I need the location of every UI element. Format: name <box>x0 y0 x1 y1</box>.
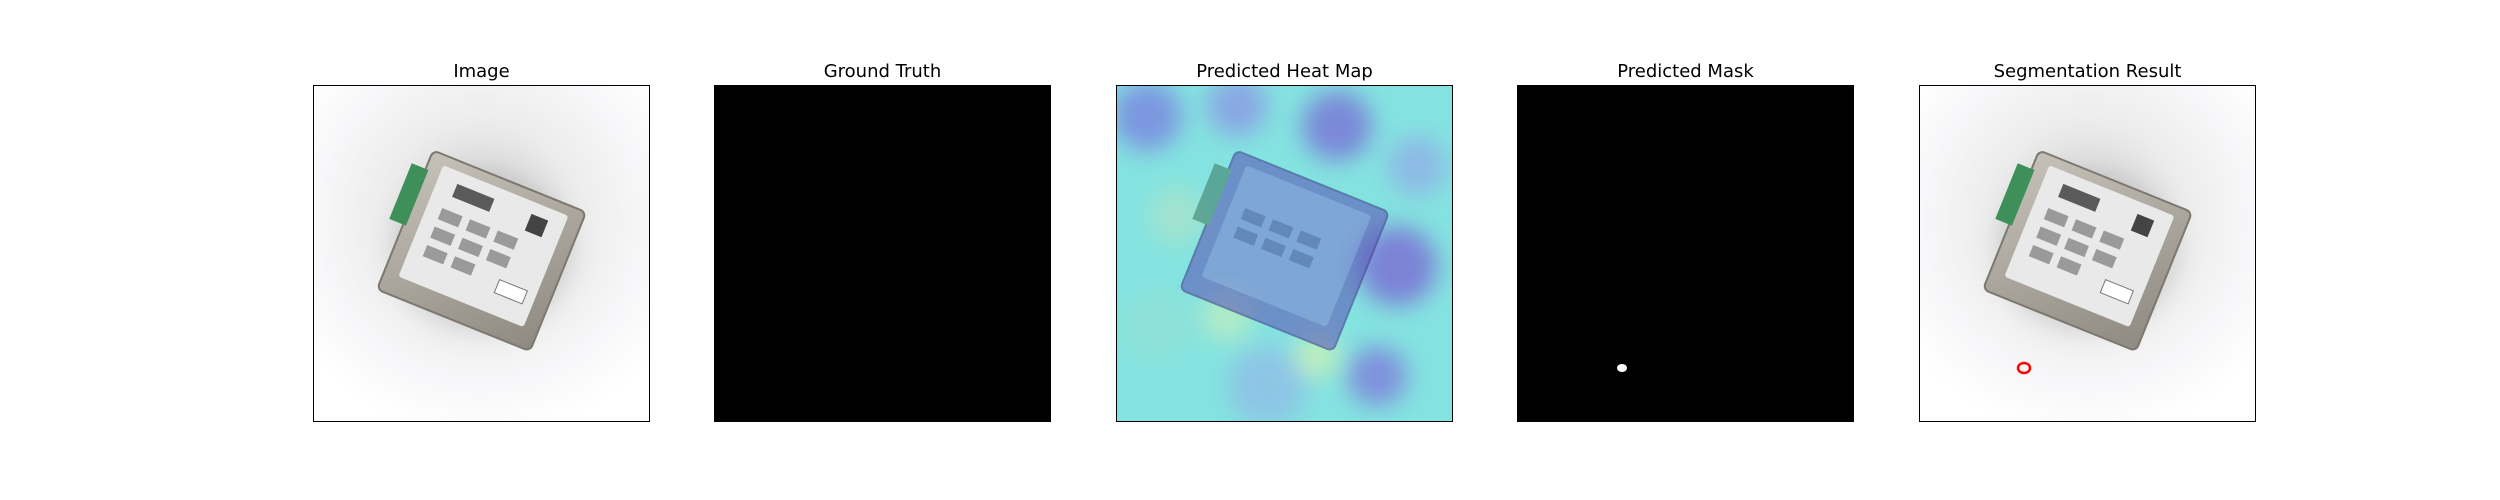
panel-ground-truth: Ground Truth <box>714 60 1051 430</box>
panel-segmentation-result: Segmentation Result <box>1919 60 2256 430</box>
panel-title-heat-map: Predicted Heat Map <box>1196 61 1373 82</box>
panel-title-predicted-mask: Predicted Mask <box>1617 61 1754 82</box>
device-photo <box>314 86 649 421</box>
predicted-mask-blob <box>1617 364 1627 372</box>
segmentation-outline <box>2016 361 2032 375</box>
panel-heat-map: Predicted Heat Map <box>1116 60 1453 430</box>
predicted-mask-frame <box>1517 85 1854 422</box>
image-frame <box>313 85 650 422</box>
segmentation-overlay <box>1920 86 2255 421</box>
segmentation-frame <box>1919 85 2256 422</box>
ground-truth-mask <box>715 86 1050 421</box>
heat-map-frame <box>1116 85 1453 422</box>
ground-truth-frame <box>714 85 1051 422</box>
panel-title-ground-truth: Ground Truth <box>823 61 942 82</box>
panel-title-segmentation-result: Segmentation Result <box>1993 61 2182 82</box>
panel-title-image: Image <box>453 61 510 82</box>
panel-image: Image <box>313 60 650 430</box>
panel-predicted-mask: Predicted Mask <box>1517 60 1854 430</box>
predicted-mask <box>1518 86 1853 421</box>
heat-map-overlay <box>1117 86 1452 421</box>
